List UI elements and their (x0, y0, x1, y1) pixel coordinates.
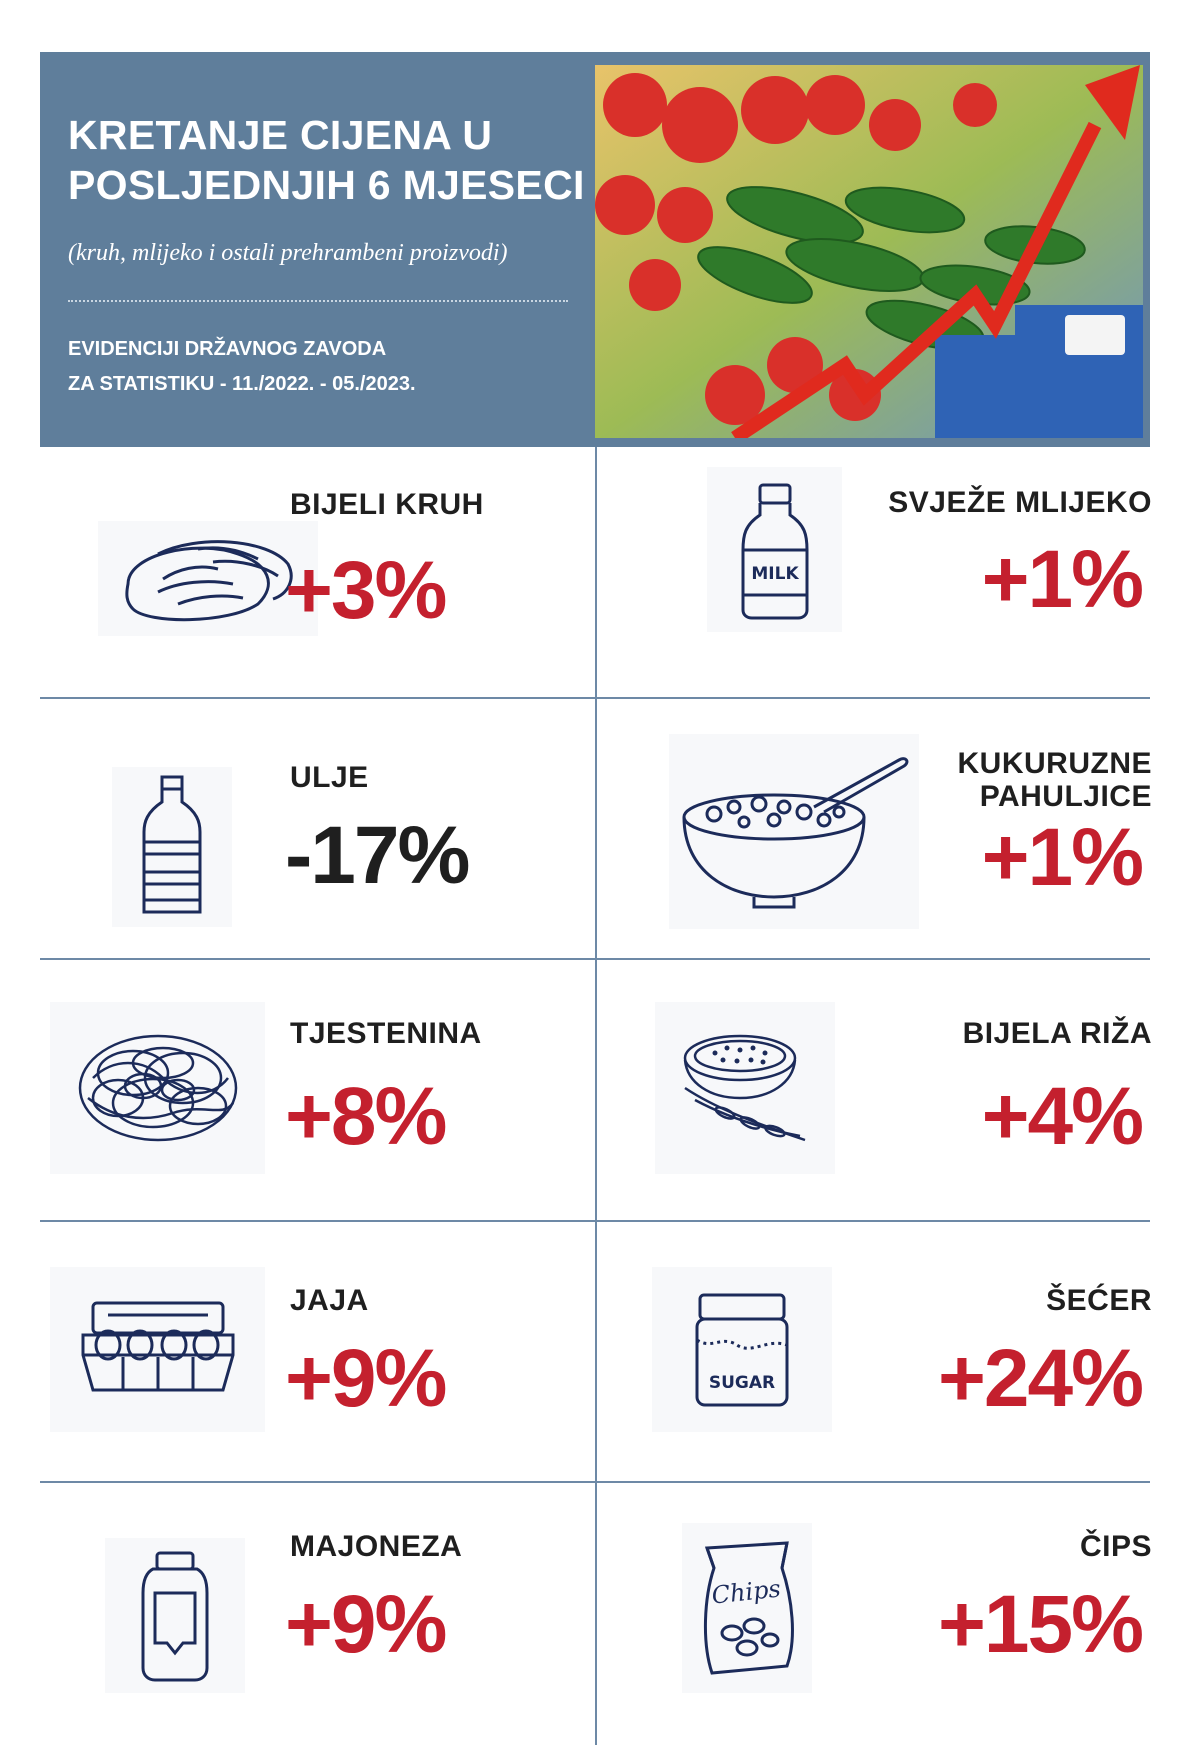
sugar-label-text: SUGAR (709, 1373, 775, 1393)
oil-bottle-icon (112, 767, 232, 927)
item-name: TJESTENINA (290, 1017, 482, 1050)
item-name: ULJE (290, 761, 369, 794)
sugar-jar-icon: SUGAR (652, 1267, 832, 1432)
title-line-2: POSLJEDNJIH 6 MJESECI (68, 162, 585, 208)
header-banner: KRETANJE CIJENA U POSLJEDNJIH 6 MJESECI … (40, 52, 1150, 447)
item-change: +9% (285, 1333, 447, 1424)
item-majoneza: MAJONEZA +9% (40, 1483, 595, 1743)
item-bijeli-kruh: BIJELI KRUH +3% (40, 449, 595, 709)
row-divider (40, 1481, 1150, 1483)
item-change: +3% (285, 545, 447, 636)
item-change: +4% (981, 1071, 1144, 1162)
row-divider (40, 1220, 1150, 1222)
item-secer: SUGAR ŠEĆER +24% (597, 1222, 1152, 1482)
header-divider (68, 300, 568, 302)
mayonnaise-bottle-icon (105, 1538, 245, 1693)
item-bijela-riza: BIJELA RIŽA +4% (597, 960, 1152, 1220)
item-change: +24% (937, 1333, 1144, 1424)
item-name: SVJEŽE MLIJEKO (888, 486, 1152, 519)
item-name: BIJELI KRUH (290, 488, 484, 521)
item-tjestenina: TJESTENINA +8% (40, 960, 595, 1220)
pasta-icon (50, 1002, 265, 1174)
item-name: MAJONEZA (290, 1530, 463, 1563)
row-divider (40, 697, 1150, 699)
item-change: +8% (285, 1071, 447, 1162)
item-name: JAJA (290, 1284, 369, 1317)
page-title: KRETANJE CIJENA U POSLJEDNJIH 6 MJESECI (68, 110, 628, 210)
chips-label-text: Chips (710, 1575, 782, 1610)
milk-label-text: MILK (751, 564, 799, 584)
vegetables-price-arrow-photo (595, 65, 1143, 438)
item-name: ŠEĆER (1046, 1284, 1152, 1317)
milk-bottle-icon: MILK (707, 467, 842, 632)
item-change: -17% (285, 810, 470, 901)
item-name: ČIPS (1079, 1530, 1152, 1563)
item-change: +1% (981, 534, 1144, 625)
title-line-1: KRETANJE CIJENA U (68, 112, 493, 158)
source-note: EVIDENCIJI DRŽAVNOG ZAVODA ZA STATISTIKU… (68, 332, 588, 402)
source-line-1: EVIDENCIJI DRŽAVNOG ZAVODA (68, 338, 387, 360)
rice-bowl-icon (655, 1002, 835, 1174)
item-svjeze-mlijeko: MILK SVJEŽE MLIJEKO +1% (597, 449, 1152, 709)
egg-carton-icon (50, 1267, 265, 1432)
subtitle: (kruh, mlijeko i ostali prehrambeni proi… (68, 240, 508, 266)
item-name: KUKURUZNE PAHULJICE (958, 747, 1153, 813)
item-name: BIJELA RIŽA (962, 1017, 1152, 1050)
row-divider (40, 958, 1150, 960)
item-name-line-1: KUKURUZNE (957, 747, 1152, 780)
item-ulje: ULJE -17% (40, 699, 595, 959)
item-change: +1% (981, 812, 1144, 903)
chips-bag-icon: Chips (682, 1523, 812, 1693)
item-jaja: JAJA +9% (40, 1222, 595, 1482)
item-change: +15% (937, 1579, 1144, 1670)
column-divider (595, 447, 597, 1745)
bread-icon (98, 521, 318, 636)
item-change: +9% (285, 1579, 447, 1670)
source-line-2: ZA STATISTIKU - 11./2022. - 05./2023. (68, 373, 416, 395)
item-kukuruzne-pahuljice: KUKURUZNE PAHULJICE +1% (597, 699, 1152, 959)
item-cips: Chips ČIPS +15% (597, 1483, 1152, 1743)
item-name-line-2: PAHULJICE (979, 780, 1152, 813)
cereal-bowl-icon (669, 734, 919, 929)
